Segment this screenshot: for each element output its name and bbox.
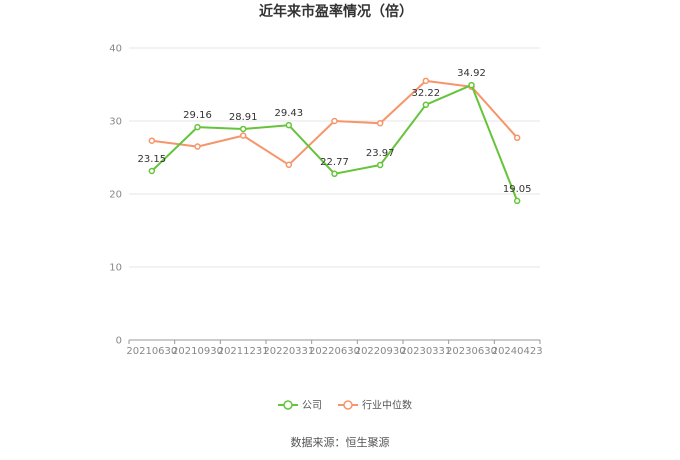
x-tick-label: 20210930 [172,346,223,357]
data-source-note: 数据来源：恒生聚源 [291,435,390,449]
y-tick-label: 0 [116,336,122,347]
data-point-1-8[interactable] [513,134,521,142]
data-label: 22.77 [320,157,349,168]
legend-item-label[interactable]: 公司 [302,401,322,412]
x-tick-label: 20220630 [309,346,360,357]
data-point-0-0[interactable] [148,167,156,175]
data-label: 23.97 [366,148,395,159]
x-tick-label: 20211231 [218,346,269,357]
x-tick-label: 20210630 [126,346,177,357]
data-label: 32.22 [412,88,441,99]
data-point-0-3[interactable] [285,121,293,129]
data-point-1-2[interactable] [239,132,247,139]
y-tick-label: 10 [109,263,122,274]
data-point-1-3[interactable] [285,161,293,169]
data-point-1-0[interactable] [148,137,156,144]
data-point-1-5[interactable] [376,119,384,127]
data-point-0-1[interactable] [194,123,201,131]
data-label: 34.92 [457,68,486,79]
data-point-1-1[interactable] [194,143,201,150]
chart-title: 近年来市盈率情况（倍） [259,3,413,20]
legend-item-label[interactable]: 行业中位数 [362,399,412,412]
x-tick-label: 20230331 [400,346,451,357]
data-point-0-7[interactable] [468,81,475,89]
legend-swatch-marker-0 [283,400,293,410]
x-tick-label: 20220331 [263,346,314,357]
data-point-0-8[interactable] [513,197,521,205]
data-label: 29.16 [183,110,212,121]
y-tick-label: 20 [109,190,122,201]
y-tick-label: 30 [109,117,122,128]
x-tick-label: 20220930 [355,346,406,357]
data-point-1-6[interactable] [422,77,430,85]
legend-swatch-marker-1 [343,400,353,410]
data-point-0-2[interactable] [239,125,247,133]
y-tick-label: 40 [109,44,122,55]
data-point-0-5[interactable] [376,161,384,169]
data-point-0-4[interactable] [331,170,338,178]
series-line-0 [151,84,519,202]
data-label: 29.43 [275,108,304,119]
data-label: 19.05 [503,184,532,195]
x-tick-label: 20240423 [492,346,543,357]
data-label: 23.15 [138,154,167,165]
data-point-0-6[interactable] [422,101,430,109]
data-point-1-4[interactable] [331,117,338,125]
data-label: 28.91 [229,112,258,123]
x-tick-label: 20230630 [446,346,497,357]
